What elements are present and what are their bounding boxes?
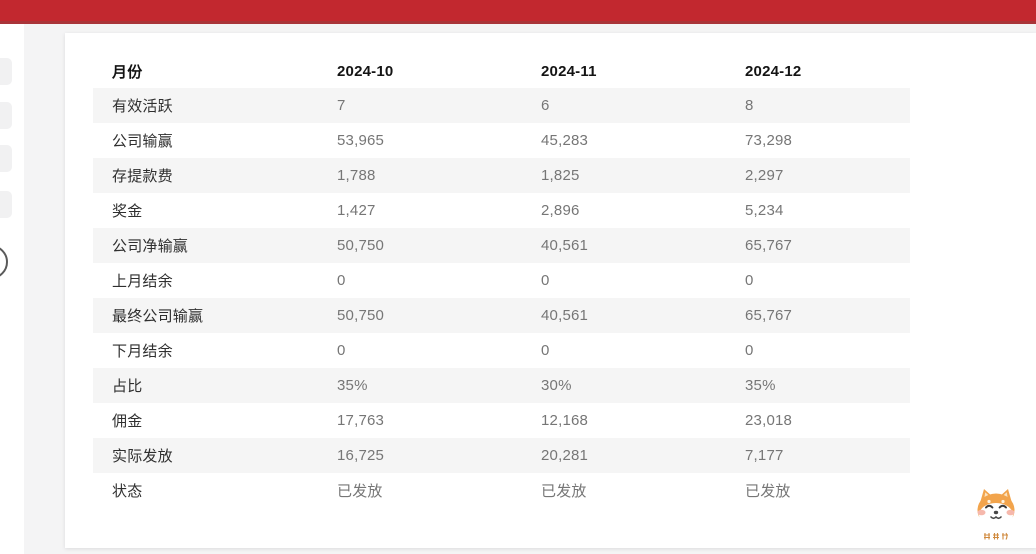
row-label: 上月结余 bbox=[112, 273, 173, 290]
cell-value: 40,561 bbox=[541, 237, 589, 254]
cell-value: 23,018 bbox=[745, 412, 793, 429]
cell-value: 7 bbox=[337, 97, 346, 114]
table-row: 佣金 17,763 12,168 23,018 bbox=[93, 403, 910, 438]
cell-value: 16,725 bbox=[337, 447, 385, 464]
panel-skeleton-item bbox=[0, 145, 12, 172]
table-row: 有效活跃 7 6 8 bbox=[93, 88, 910, 123]
report-card: 月份 2024-10 2024-11 2024-12 有效活跃 7 6 8 公司… bbox=[65, 33, 1036, 548]
row-label: 公司净输赢 bbox=[112, 238, 189, 255]
shiba-dog-face-icon bbox=[977, 489, 1015, 540]
row-label: 最终公司输赢 bbox=[112, 308, 204, 325]
cell-value: 0 bbox=[337, 342, 346, 359]
mascot-dog-icon[interactable] bbox=[971, 486, 1021, 542]
cell-value: 0 bbox=[541, 272, 550, 289]
cell-value: 20,281 bbox=[541, 447, 589, 464]
cell-value: 50,750 bbox=[337, 307, 385, 324]
cell-value: 65,767 bbox=[745, 237, 793, 254]
cell-value: 已发放 bbox=[745, 483, 791, 500]
cell-value: 30% bbox=[541, 377, 572, 394]
row-label: 奖金 bbox=[112, 203, 143, 220]
cell-value: 40,561 bbox=[541, 307, 589, 324]
cell-value: 8 bbox=[745, 97, 754, 114]
column-header-2024-10: 2024-10 bbox=[337, 63, 394, 80]
cell-value: 53,965 bbox=[337, 132, 385, 149]
row-label: 状态 bbox=[112, 483, 143, 500]
cell-value: 0 bbox=[745, 342, 754, 359]
table-row: 存提款费 1,788 1,825 2,297 bbox=[93, 158, 910, 193]
cell-value: 45,283 bbox=[541, 132, 589, 149]
table-header-row: 月份 2024-10 2024-11 2024-12 bbox=[93, 55, 910, 88]
cell-value: 50,750 bbox=[337, 237, 385, 254]
cell-value: 5,234 bbox=[745, 202, 784, 219]
table-row: 公司输赢 53,965 45,283 73,298 bbox=[93, 123, 910, 158]
column-header-month: 月份 bbox=[112, 64, 143, 81]
table-row: 占比 35% 30% 35% bbox=[93, 368, 910, 403]
panel-skeleton-item bbox=[0, 58, 12, 85]
collapsed-side-panel bbox=[0, 24, 24, 554]
row-label: 占比 bbox=[112, 378, 143, 395]
column-header-2024-11: 2024-11 bbox=[541, 63, 597, 80]
table-row: 下月结余 0 0 0 bbox=[93, 333, 910, 368]
table-row: 状态 已发放 已发放 已发放 bbox=[93, 473, 910, 508]
table-row: 公司净输赢 50,750 40,561 65,767 bbox=[93, 228, 910, 263]
table-row: 奖金 1,427 2,896 5,234 bbox=[93, 193, 910, 228]
cell-value: 35% bbox=[337, 377, 368, 394]
cell-value: 1,825 bbox=[541, 167, 580, 184]
row-label: 存提款费 bbox=[112, 168, 173, 185]
cell-value: 73,298 bbox=[745, 132, 793, 149]
panel-toggle-handle-icon[interactable] bbox=[0, 245, 8, 279]
row-label: 实际发放 bbox=[112, 448, 173, 465]
cell-value: 已发放 bbox=[541, 483, 587, 500]
cell-value: 0 bbox=[337, 272, 346, 289]
monthly-report-table: 月份 2024-10 2024-11 2024-12 有效活跃 7 6 8 公司… bbox=[93, 55, 910, 508]
row-label: 佣金 bbox=[112, 413, 143, 430]
cell-value: 2,896 bbox=[541, 202, 580, 219]
cell-value: 2,297 bbox=[745, 167, 784, 184]
cell-value: 7,177 bbox=[745, 447, 784, 464]
cell-value: 35% bbox=[745, 377, 776, 394]
top-bar bbox=[0, 0, 1036, 24]
cell-value: 0 bbox=[745, 272, 754, 289]
mascot-caption-icon bbox=[984, 532, 1008, 540]
cell-value: 0 bbox=[541, 342, 550, 359]
panel-skeleton-item bbox=[0, 102, 12, 129]
column-header-2024-12: 2024-12 bbox=[745, 63, 802, 80]
cell-value: 已发放 bbox=[337, 483, 383, 500]
row-label: 公司输赢 bbox=[112, 133, 173, 150]
cell-value: 17,763 bbox=[337, 412, 385, 429]
cell-value: 1,427 bbox=[337, 202, 376, 219]
table-row: 最终公司输赢 50,750 40,561 65,767 bbox=[93, 298, 910, 333]
row-label: 下月结余 bbox=[112, 343, 173, 360]
cell-value: 12,168 bbox=[541, 412, 589, 429]
cell-value: 6 bbox=[541, 97, 550, 114]
row-label: 有效活跃 bbox=[112, 98, 173, 115]
table-row: 上月结余 0 0 0 bbox=[93, 263, 910, 298]
cell-value: 1,788 bbox=[337, 167, 376, 184]
panel-skeleton-item bbox=[0, 191, 12, 218]
cell-value: 65,767 bbox=[745, 307, 793, 324]
table-row: 实际发放 16,725 20,281 7,177 bbox=[93, 438, 910, 473]
